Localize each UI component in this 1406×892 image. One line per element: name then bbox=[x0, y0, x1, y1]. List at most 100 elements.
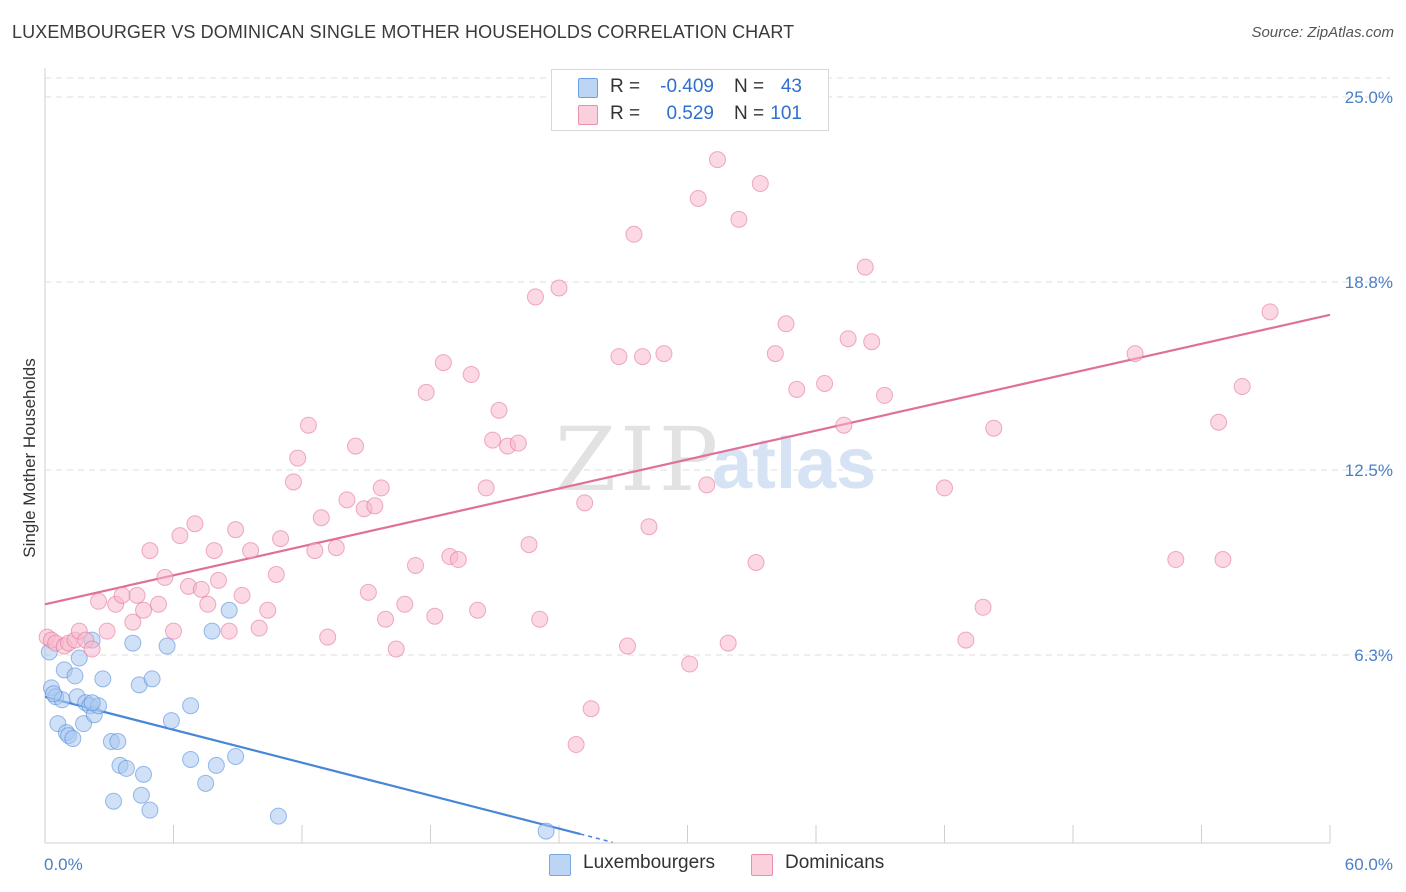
data-point bbox=[250, 619, 268, 637]
data-point bbox=[267, 565, 285, 583]
data-point bbox=[417, 383, 435, 401]
data-point bbox=[284, 473, 302, 491]
data-point bbox=[526, 288, 544, 306]
data-point bbox=[186, 515, 204, 533]
data-point bbox=[407, 556, 425, 574]
data-point bbox=[985, 419, 1003, 437]
data-point bbox=[576, 494, 594, 512]
data-point bbox=[766, 345, 784, 363]
data-point bbox=[83, 694, 101, 712]
data-point bbox=[957, 631, 975, 649]
data-point bbox=[681, 655, 699, 673]
data-point bbox=[150, 595, 168, 613]
data-point bbox=[156, 568, 174, 586]
x-tick-label: 0.0% bbox=[44, 855, 83, 874]
data-point bbox=[70, 649, 88, 667]
data-point bbox=[135, 601, 153, 619]
data-point bbox=[272, 530, 290, 548]
data-point bbox=[269, 807, 287, 825]
data-point bbox=[426, 607, 444, 625]
data-points bbox=[38, 151, 1279, 840]
data-point bbox=[83, 640, 101, 658]
legend-row-dominicans: R = 0.529 N = 101 bbox=[552, 101, 828, 127]
data-point bbox=[165, 622, 182, 640]
data-point bbox=[203, 622, 221, 640]
data-point bbox=[233, 586, 251, 604]
trend-line-extension bbox=[580, 833, 613, 844]
data-point bbox=[182, 697, 200, 715]
data-point bbox=[227, 521, 245, 539]
data-point bbox=[128, 586, 146, 604]
data-point bbox=[863, 333, 881, 351]
legend-row-luxembourgers: R = -0.409 N = 43 bbox=[552, 74, 828, 100]
data-point bbox=[974, 598, 992, 616]
data-point bbox=[1210, 413, 1228, 431]
data-point bbox=[1126, 345, 1144, 363]
trend-line bbox=[44, 695, 581, 836]
data-point bbox=[220, 622, 238, 640]
watermark-zip: ZIP bbox=[555, 408, 722, 511]
data-point bbox=[777, 315, 795, 333]
data-point bbox=[372, 479, 390, 497]
data-point bbox=[259, 601, 277, 619]
data-point bbox=[936, 479, 953, 497]
data-point bbox=[66, 667, 84, 685]
data-point bbox=[387, 640, 405, 658]
data-point bbox=[117, 759, 135, 777]
data-point bbox=[469, 601, 487, 619]
legend-r-value: 0.529 bbox=[666, 103, 714, 124]
data-point bbox=[207, 756, 225, 774]
data-point bbox=[1233, 377, 1251, 395]
data-point bbox=[199, 595, 217, 613]
legend-swatch-dominicans bbox=[751, 854, 773, 876]
data-point bbox=[1214, 551, 1232, 569]
y-tick-label: 12.5% bbox=[1345, 461, 1393, 480]
data-point bbox=[531, 610, 549, 628]
trend-line bbox=[44, 313, 1331, 606]
data-point bbox=[124, 613, 142, 631]
data-point bbox=[610, 348, 628, 366]
data-point bbox=[113, 586, 131, 604]
data-point bbox=[655, 345, 673, 363]
data-point bbox=[327, 539, 345, 557]
data-point bbox=[124, 634, 142, 652]
data-point bbox=[220, 601, 238, 619]
data-point bbox=[816, 374, 834, 392]
data-point bbox=[550, 279, 568, 297]
trend-lines bbox=[44, 313, 1331, 844]
legend-swatch-pink bbox=[578, 105, 598, 125]
data-point bbox=[141, 801, 159, 819]
legend-r-label: R = bbox=[610, 76, 641, 97]
data-point bbox=[434, 354, 452, 372]
tick-labels: 6.3% 12.5% 18.8% 25.0% 0.0% 60.0% bbox=[44, 88, 1393, 874]
data-point bbox=[109, 733, 127, 751]
source-label: Source: ZipAtlas.com bbox=[1251, 24, 1394, 41]
data-point bbox=[98, 622, 116, 640]
x-tick-label: 60.0% bbox=[1345, 855, 1393, 874]
data-point bbox=[359, 583, 377, 601]
data-point bbox=[105, 792, 123, 810]
data-point bbox=[171, 527, 189, 545]
data-point bbox=[132, 786, 150, 804]
data-point bbox=[135, 765, 153, 783]
data-point bbox=[227, 747, 245, 765]
data-point bbox=[689, 189, 707, 207]
y-tick-label: 25.0% bbox=[1345, 88, 1393, 107]
data-point bbox=[338, 491, 356, 509]
data-point bbox=[377, 610, 395, 628]
data-point bbox=[312, 509, 330, 527]
legend-label-luxembourgers: Luxembourgers bbox=[583, 852, 716, 873]
data-point bbox=[192, 580, 210, 598]
legend-label-dominicans: Dominicans bbox=[785, 852, 885, 873]
data-point bbox=[197, 774, 215, 792]
data-point bbox=[839, 330, 857, 348]
data-point bbox=[366, 497, 384, 515]
data-point bbox=[45, 685, 63, 703]
data-point bbox=[719, 634, 737, 652]
data-point bbox=[299, 416, 317, 434]
correlation-legend: R = -0.409 N = 43 R = 0.529 N = 101 bbox=[551, 69, 829, 131]
data-point bbox=[141, 542, 159, 560]
data-point bbox=[708, 151, 726, 169]
data-point bbox=[182, 750, 200, 768]
